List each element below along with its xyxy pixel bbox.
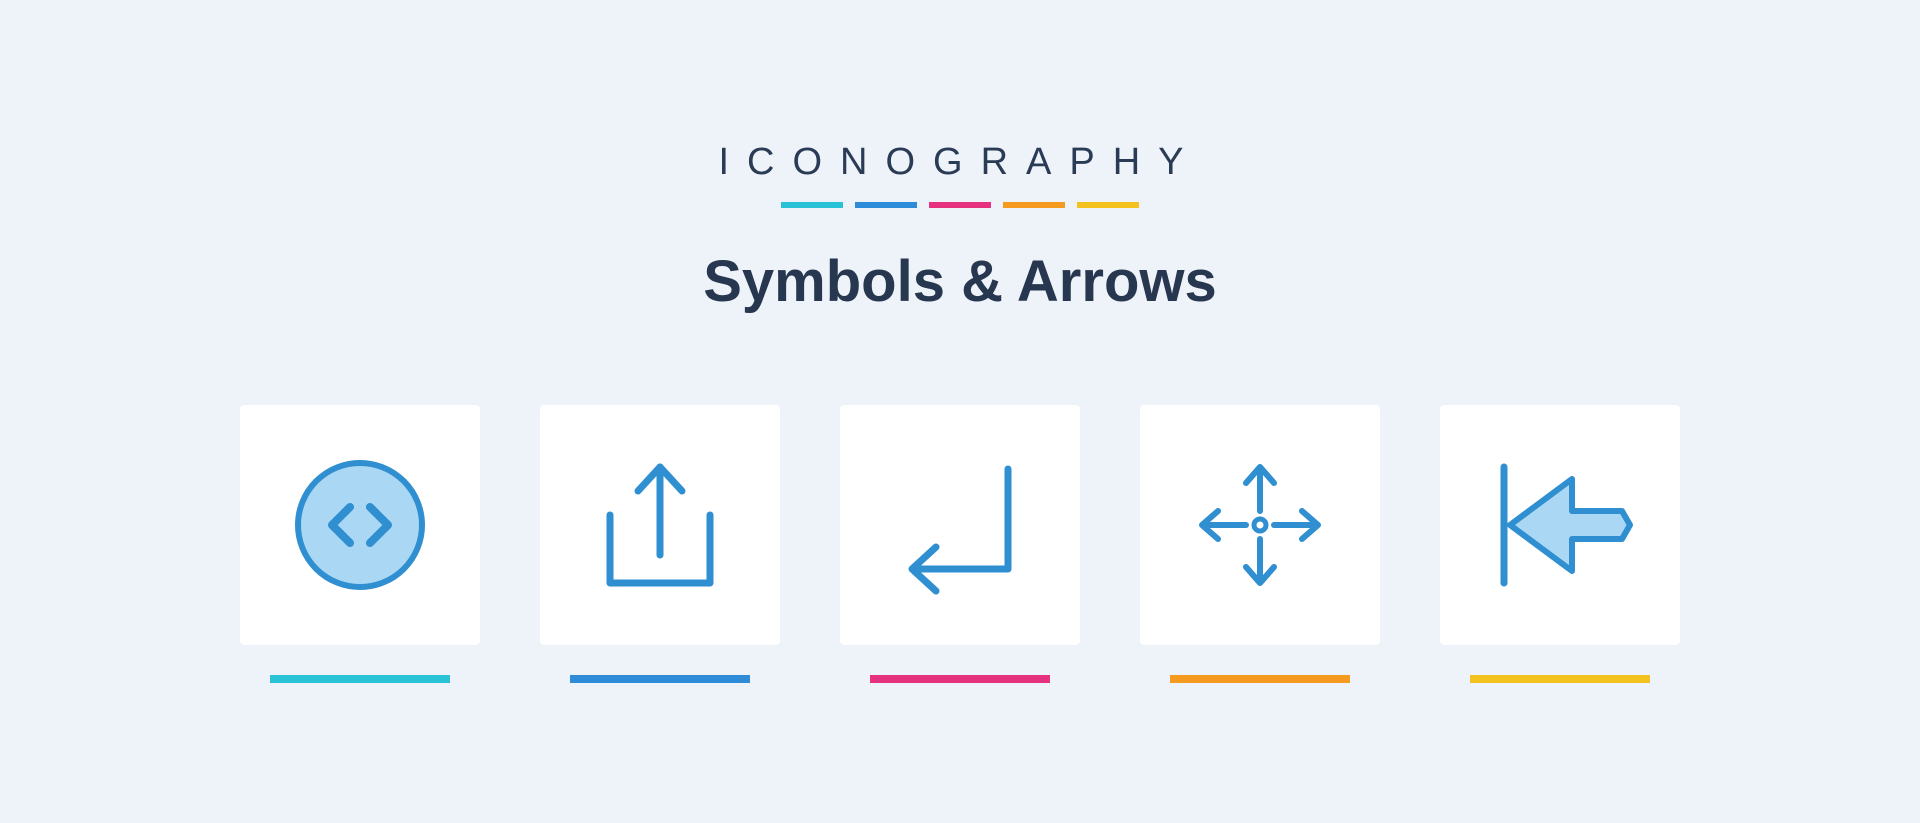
- infographic-canvas: ICONOGRAPHY Symbols & Arrows: [160, 141, 1760, 683]
- return-arrow-icon: [880, 445, 1040, 605]
- icon-card: [1440, 405, 1680, 645]
- card-underline: [870, 675, 1050, 683]
- icon-cell: [240, 405, 480, 683]
- icon-card: [840, 405, 1080, 645]
- icon-card: [240, 405, 480, 645]
- card-underline: [270, 675, 450, 683]
- icon-cell: [1140, 405, 1380, 683]
- brand-label: ICONOGRAPHY: [718, 141, 1201, 184]
- icon-row: [240, 405, 1680, 683]
- set-title: Symbols & Arrows: [703, 248, 1217, 315]
- underline-seg-teal: [781, 202, 843, 208]
- card-underline: [1170, 675, 1350, 683]
- upload-icon: [580, 445, 740, 605]
- underline-seg-amber: [1077, 202, 1139, 208]
- brand-underline: [781, 202, 1139, 208]
- card-underline: [1470, 675, 1650, 683]
- arrow-to-left-icon: [1480, 445, 1640, 605]
- icon-cell: [840, 405, 1080, 683]
- code-circle-icon: [280, 445, 440, 605]
- icon-card: [1140, 405, 1380, 645]
- icon-cell: [540, 405, 780, 683]
- icon-cell: [1440, 405, 1680, 683]
- underline-seg-blue: [855, 202, 917, 208]
- underline-seg-pink: [929, 202, 991, 208]
- card-underline: [570, 675, 750, 683]
- underline-seg-orange: [1003, 202, 1065, 208]
- move-arrows-icon: [1180, 445, 1340, 605]
- icon-card: [540, 405, 780, 645]
